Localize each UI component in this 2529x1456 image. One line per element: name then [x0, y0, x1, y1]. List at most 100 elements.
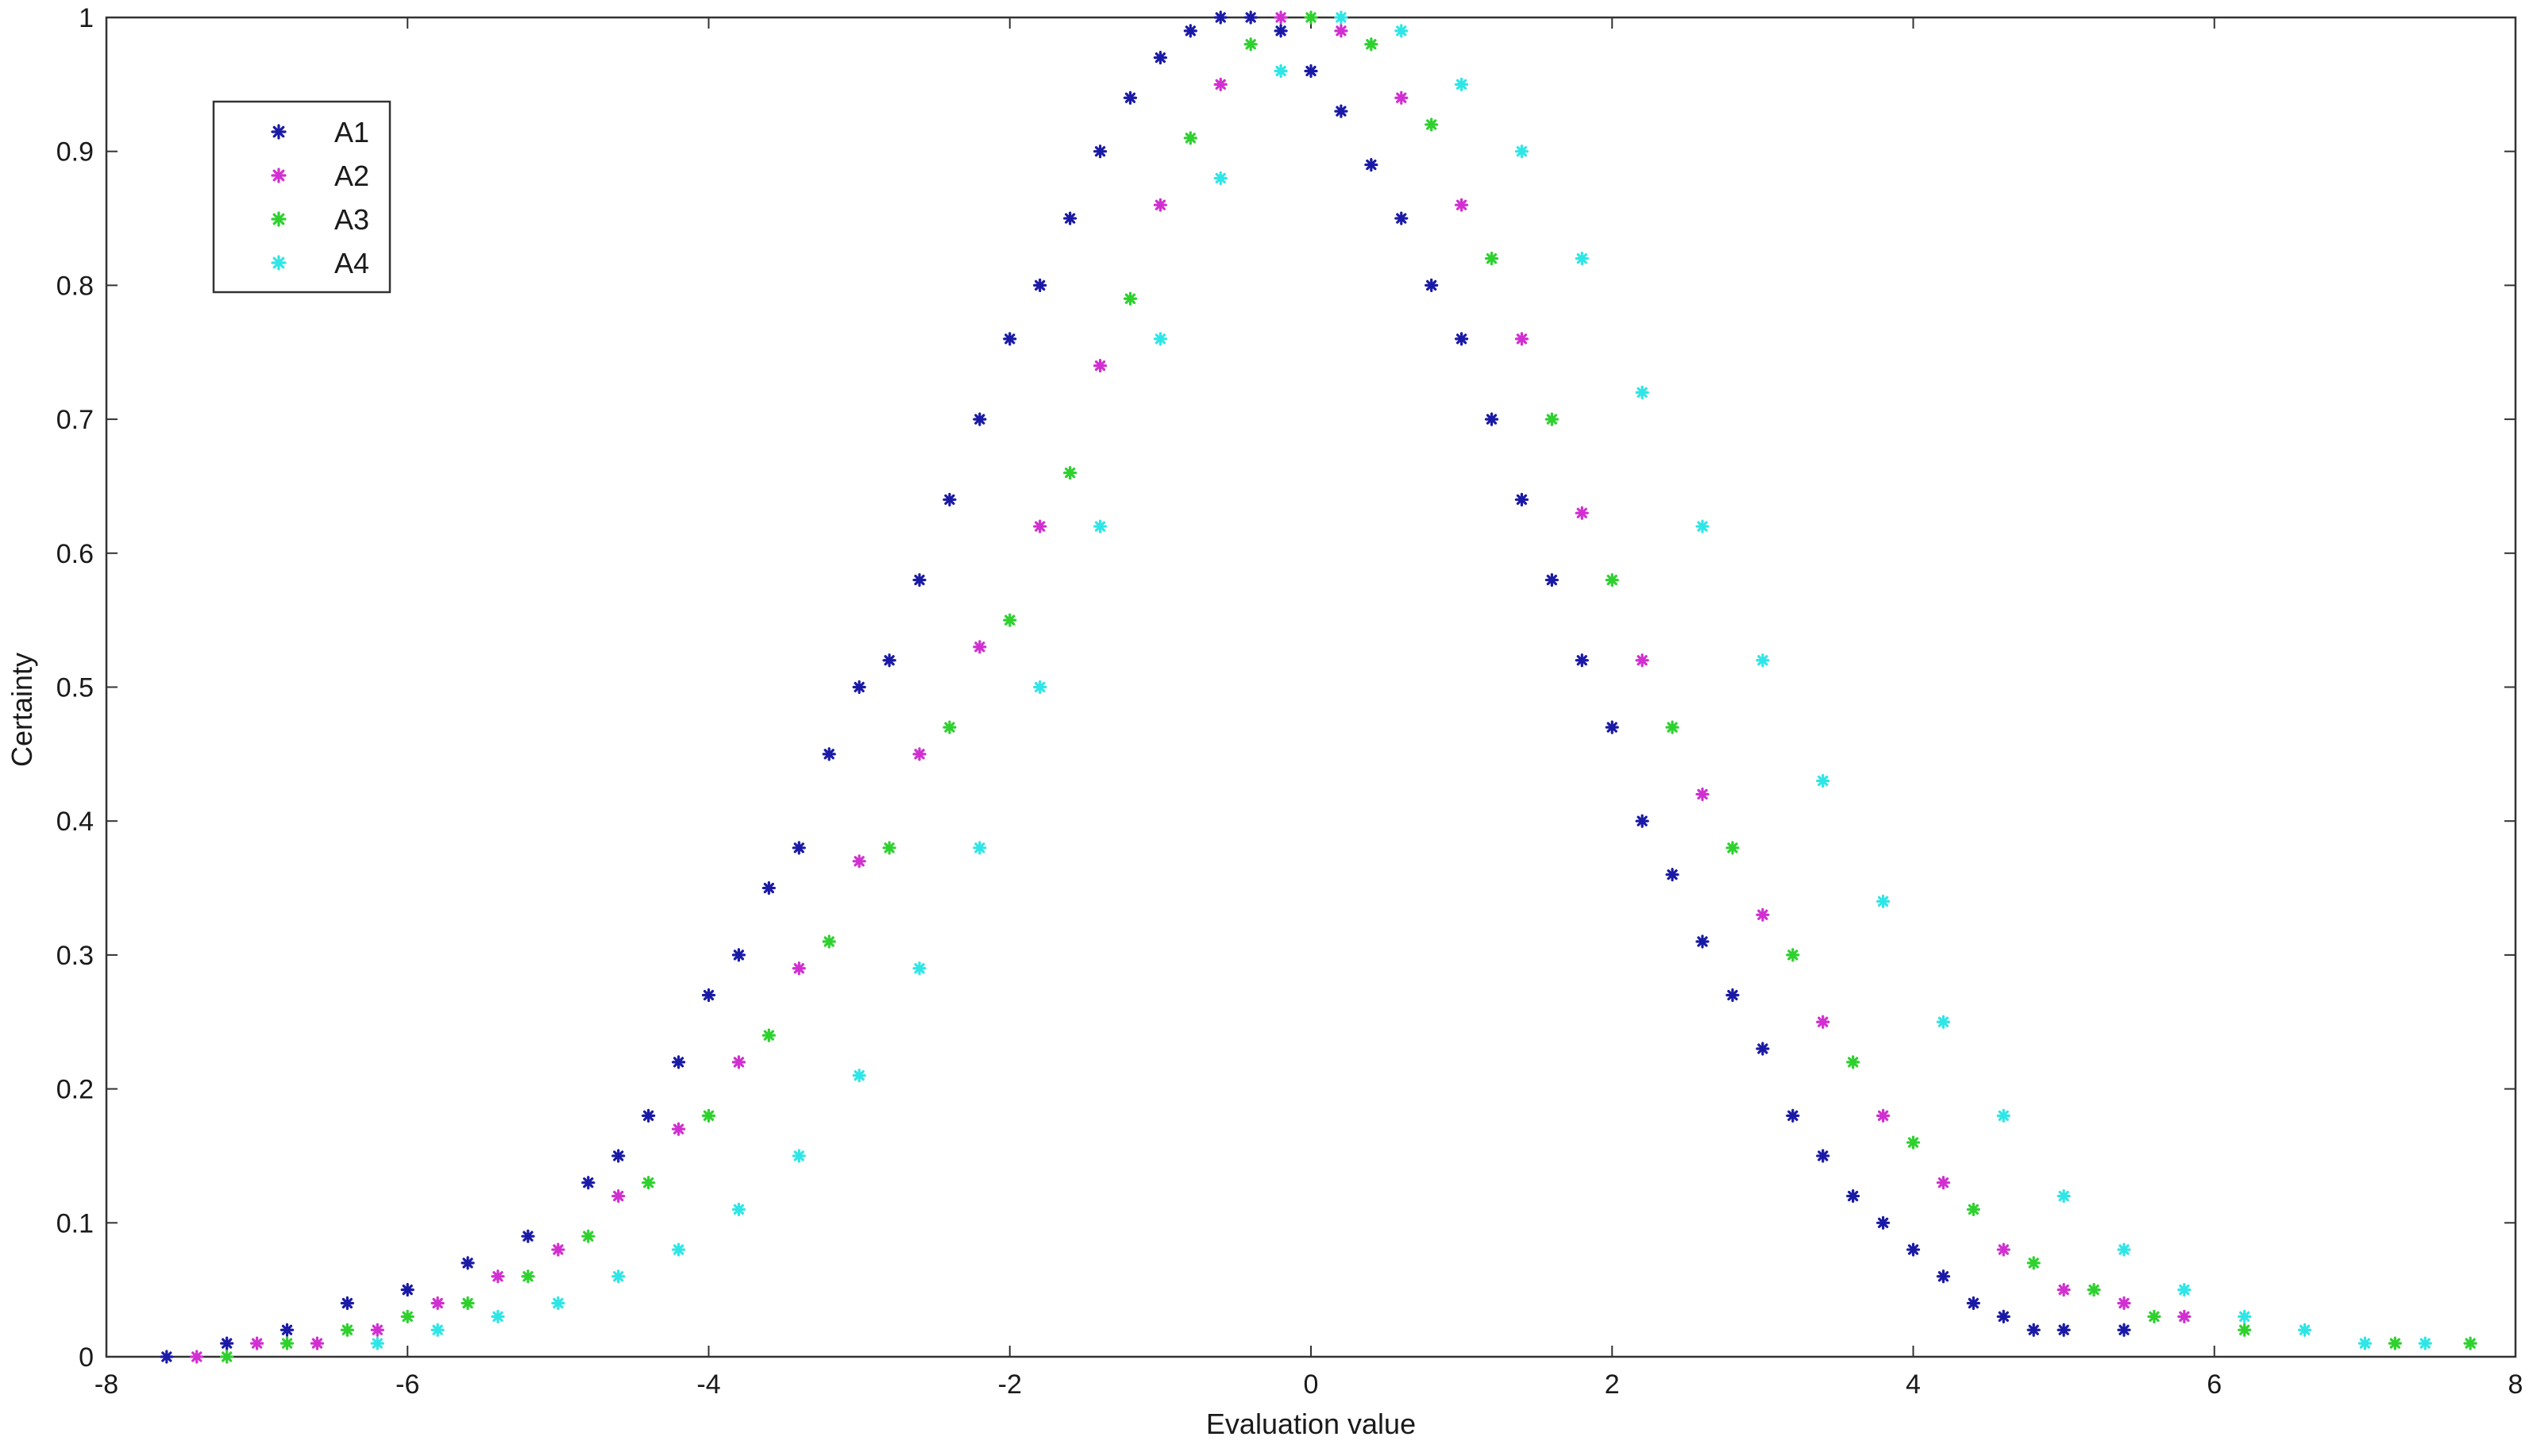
legend-label: A1	[334, 116, 369, 148]
data-point	[581, 1229, 596, 1243]
data-point	[521, 1269, 535, 1284]
data-point	[1876, 1215, 1891, 1230]
data-point	[1153, 332, 1167, 346]
data-point	[400, 1283, 414, 1297]
legend-label: A2	[334, 160, 369, 192]
data-point	[1725, 988, 1740, 1003]
data-point	[611, 1149, 626, 1163]
y-tick-label: 0.9	[56, 137, 94, 168]
data-point	[2117, 1242, 2131, 1257]
data-point	[370, 1323, 384, 1337]
data-point	[1274, 64, 1288, 79]
data-point	[430, 1296, 445, 1311]
data-point	[1243, 37, 1258, 52]
data-point	[731, 948, 746, 962]
y-tick-label: 0.1	[56, 1208, 94, 1238]
x-tick-label: 8	[2508, 1369, 2523, 1400]
data-point	[1575, 506, 1589, 520]
data-point	[1364, 37, 1378, 52]
data-point	[1996, 1309, 2010, 1323]
data-point	[1816, 1149, 1830, 1163]
series-a3	[220, 10, 2477, 1364]
data-point	[1514, 144, 1529, 159]
data-point	[1756, 653, 1770, 668]
data-point	[2388, 1336, 2402, 1350]
data-point	[882, 653, 896, 668]
data-point	[581, 1176, 596, 1190]
data-point	[551, 1296, 565, 1311]
data-point	[1213, 171, 1228, 186]
series-a2	[190, 10, 2192, 1364]
data-point	[822, 934, 836, 949]
data-point	[1665, 868, 1679, 882]
data-point	[400, 1309, 414, 1323]
data-point	[1544, 412, 1559, 426]
data-point	[1514, 332, 1529, 346]
legend-entry-a3: A3	[271, 203, 369, 236]
data-point	[2087, 1283, 2101, 1297]
data-point	[912, 961, 927, 976]
data-point	[642, 1108, 656, 1123]
data-point	[2057, 1283, 2071, 1297]
plot-frame	[105, 16, 2517, 1358]
data-point	[220, 1350, 234, 1364]
data-point	[1424, 117, 1439, 132]
data-point	[1003, 332, 1017, 346]
data-point	[491, 1309, 505, 1323]
data-point	[1123, 291, 1138, 306]
data-point	[2026, 1256, 2041, 1270]
data-point	[912, 572, 927, 587]
data-point	[671, 1055, 686, 1069]
data-point	[1816, 773, 1830, 788]
data-point	[642, 1176, 656, 1190]
data-point	[1846, 1055, 1860, 1069]
data-point	[2177, 1309, 2192, 1323]
data-point	[731, 1055, 746, 1069]
data-point	[611, 1269, 626, 1284]
data-point	[1514, 492, 1529, 507]
legend-entry-a4: A4	[271, 247, 369, 279]
data-point	[1605, 720, 1619, 734]
data-point	[852, 854, 866, 869]
x-tick-label: 0	[1304, 1369, 1319, 1400]
data-point	[1033, 519, 1047, 533]
data-point	[2147, 1309, 2161, 1323]
data-point	[1695, 787, 1710, 802]
data-point	[1093, 519, 1108, 533]
data-point	[280, 1336, 295, 1350]
data-point	[1033, 680, 1047, 695]
data-point	[1786, 948, 1800, 962]
data-point	[731, 1202, 746, 1217]
data-point	[761, 1028, 776, 1042]
legend-box	[212, 100, 391, 294]
data-point	[1966, 1296, 1980, 1311]
y-tick-label: 1	[79, 3, 94, 33]
y-tick-label: 0.2	[56, 1075, 94, 1105]
data-point	[973, 412, 987, 426]
data-point	[2026, 1323, 2041, 1337]
data-point	[2177, 1283, 2192, 1297]
data-point	[973, 640, 987, 654]
legend-marker	[271, 168, 287, 183]
data-point	[671, 1122, 686, 1136]
data-point	[1274, 24, 1288, 38]
data-point	[1484, 252, 1499, 266]
data-point	[2057, 1188, 2071, 1204]
data-point	[1906, 1242, 1921, 1257]
data-point	[1936, 1015, 1951, 1029]
data-point	[1093, 359, 1108, 373]
data-point	[461, 1296, 475, 1311]
data-point	[1062, 465, 1078, 480]
y-tick-label: 0.5	[56, 673, 94, 703]
data-point	[943, 492, 957, 507]
data-point	[1334, 10, 1348, 25]
data-point	[491, 1269, 505, 1284]
x-tick-label: -2	[998, 1369, 1022, 1400]
data-point	[430, 1323, 445, 1337]
data-point	[1334, 24, 1348, 38]
series-a1	[160, 10, 2131, 1364]
data-point	[852, 680, 866, 695]
y-tick-label: 0.6	[56, 539, 94, 569]
data-point	[1394, 211, 1409, 225]
data-point	[2057, 1323, 2071, 1337]
